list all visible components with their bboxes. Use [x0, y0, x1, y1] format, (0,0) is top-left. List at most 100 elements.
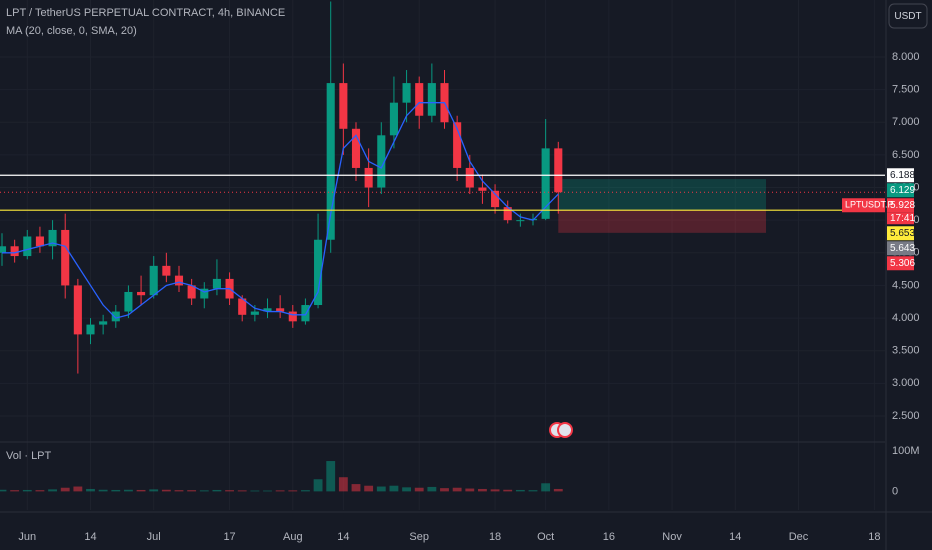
- x-tick-label: Dec: [789, 531, 809, 543]
- candle-body: [554, 148, 563, 193]
- volume-bar: [225, 490, 234, 492]
- volume-bar: [212, 489, 222, 492]
- volume-bar: [389, 485, 399, 492]
- volume-bar: [60, 487, 70, 492]
- x-tick-label: Nov: [662, 531, 682, 543]
- volume-bar: [187, 490, 197, 492]
- x-tick-label: Jun: [18, 531, 36, 543]
- countdown-label: 17:41: [890, 213, 915, 224]
- volume-tick-label: 0: [892, 485, 898, 497]
- volume-bar: [237, 490, 247, 492]
- price-tag-label: 6.129: [890, 185, 915, 196]
- x-tick-label: 18: [868, 531, 880, 543]
- x-tick-label: Jul: [147, 531, 161, 543]
- candle-body: [503, 207, 512, 221]
- volume-bar: [553, 488, 563, 492]
- price-tag-label: 5.306: [890, 258, 915, 269]
- volume-tick-label: 100M: [892, 445, 920, 457]
- y-tick-label: 3.500: [892, 345, 920, 357]
- volume-bar: [98, 489, 108, 492]
- candle-body: [86, 324, 95, 335]
- symbol-tag-label: LPTUSDT.P: [845, 200, 894, 210]
- price-tag: [887, 241, 914, 256]
- chart-title: LPT / TetherUS PERPETUAL CONTRACT, 4h, B…: [6, 7, 285, 19]
- volume-bar: [376, 486, 386, 492]
- price-tag-label: 6.188: [890, 170, 915, 181]
- candle-body: [541, 148, 550, 219]
- volume-bar: [338, 477, 348, 492]
- candle-body: [48, 229, 57, 247]
- candle-body: [61, 229, 70, 286]
- stop-loss-zone: [558, 210, 766, 233]
- volume-bar: [351, 484, 361, 492]
- countdown-tag: [887, 212, 914, 225]
- volume-bar: [478, 488, 487, 492]
- y-tick-label: 3.000: [892, 377, 920, 389]
- volume-bar: [0, 489, 7, 492]
- candle-body: [263, 308, 272, 312]
- volume-bar: [136, 489, 146, 492]
- volume-bar: [86, 488, 95, 492]
- y-tick-label: 8.000: [892, 51, 920, 63]
- price-tag-label: 5.643: [890, 243, 915, 254]
- volume-bar: [35, 490, 45, 492]
- price-tag: [887, 198, 914, 213]
- marks: [0, 1, 885, 492]
- candle-body: [250, 311, 259, 315]
- candle-body: [99, 321, 108, 325]
- volume-bar: [174, 490, 184, 492]
- candle-body: [174, 275, 184, 286]
- candle-body: [187, 285, 196, 299]
- symbol-tag: [842, 198, 885, 213]
- currency-label[interactable]: USDT: [894, 11, 921, 22]
- volume-bar: [149, 489, 159, 492]
- currency-button[interactable]: [888, 3, 928, 29]
- x-tick-label: 14: [729, 531, 741, 543]
- candle-body: [10, 246, 19, 257]
- volume-bar: [111, 489, 121, 492]
- candle-body: [364, 167, 373, 188]
- volume-bar: [440, 488, 449, 492]
- x-tick-label: 17: [223, 531, 235, 543]
- volume-bar: [465, 488, 475, 492]
- x-tick-label: 14: [337, 531, 349, 543]
- volume-bar: [263, 490, 272, 492]
- volume-bar: [313, 479, 323, 492]
- price-tag-label: 5.653: [890, 228, 915, 239]
- candle-body: [162, 265, 171, 276]
- candle-body: [212, 278, 221, 289]
- volume-bar: [161, 489, 171, 492]
- candle-body: [111, 311, 120, 322]
- candle-body: [516, 220, 525, 222]
- candle-body: [149, 265, 158, 296]
- x-tick-label: Aug: [283, 531, 303, 543]
- candle-body: [124, 291, 133, 312]
- x-tick-label: 18: [489, 531, 501, 543]
- volume-label: Vol · LPT: [6, 450, 52, 462]
- candle-body: [23, 236, 32, 257]
- volume-bar: [288, 490, 298, 492]
- y-tick-label: 4.000: [892, 312, 920, 324]
- take-profit-zone: [558, 179, 766, 211]
- candle-body: [465, 167, 474, 188]
- candle-body: [351, 128, 361, 168]
- volume-bar: [73, 486, 83, 492]
- volume-bar: [22, 489, 32, 492]
- price-tag: [887, 183, 914, 198]
- volume-bar: [124, 489, 133, 492]
- candle-body: [339, 83, 348, 129]
- price-tag-label: 5.928: [890, 200, 915, 211]
- volume-bar: [490, 489, 500, 492]
- candle-body: [73, 285, 82, 335]
- candle-body: [35, 236, 44, 247]
- volume-bar: [10, 490, 20, 492]
- candle-body: [200, 288, 209, 299]
- y-tick-label: 2.500: [892, 410, 920, 422]
- volume-bar: [427, 486, 437, 492]
- volume-bar: [364, 485, 374, 492]
- volume-bar: [301, 490, 310, 492]
- candle-body: [491, 190, 500, 208]
- x-tick-label: 14: [84, 531, 96, 543]
